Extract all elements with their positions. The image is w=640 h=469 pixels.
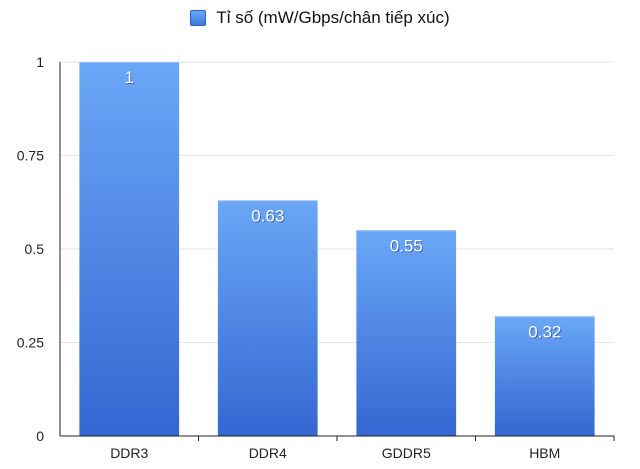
data-label: 0.32: [528, 322, 561, 341]
legend-swatch: [190, 10, 207, 26]
x-tick-label: GDDR5: [382, 445, 431, 461]
x-tick-label: DDR3: [110, 445, 148, 461]
y-tick-label: 0.5: [25, 241, 45, 257]
legend-label: Tỉ số (mW/Gbps/chân tiếp xúc): [216, 8, 450, 27]
data-label-shadow: 1: [126, 69, 135, 88]
bar-ddr3: [79, 62, 180, 436]
x-tick-label: HBM: [529, 445, 560, 461]
bars: [79, 62, 595, 436]
y-tick-label: 0.75: [17, 148, 44, 164]
data-label-shadow: 0.32: [529, 323, 562, 342]
data-label: 0.63: [251, 206, 284, 225]
data-label: 1: [125, 68, 134, 87]
bar-ddr4: [217, 200, 318, 436]
data-label-shadow: 0.63: [252, 207, 285, 226]
axes: 0 0.25 0.5 0.75 1 DDR3 DDR4 GDDR5 HBM: [17, 54, 615, 461]
bar-gddr5: [356, 230, 457, 436]
bar-hbm: [494, 316, 595, 436]
data-label: 0.55: [390, 236, 423, 255]
data-labels: 110.630.630.550.550.320.32: [125, 68, 563, 342]
x-tick-label: DDR4: [249, 445, 287, 461]
y-tick-label: 1: [36, 54, 44, 70]
y-tick-label: 0.25: [17, 335, 44, 351]
legend: Tỉ số (mW/Gbps/chân tiếp xúc): [0, 6, 640, 30]
data-label-shadow: 0.55: [391, 237, 424, 256]
y-tick-label: 0: [36, 428, 44, 444]
